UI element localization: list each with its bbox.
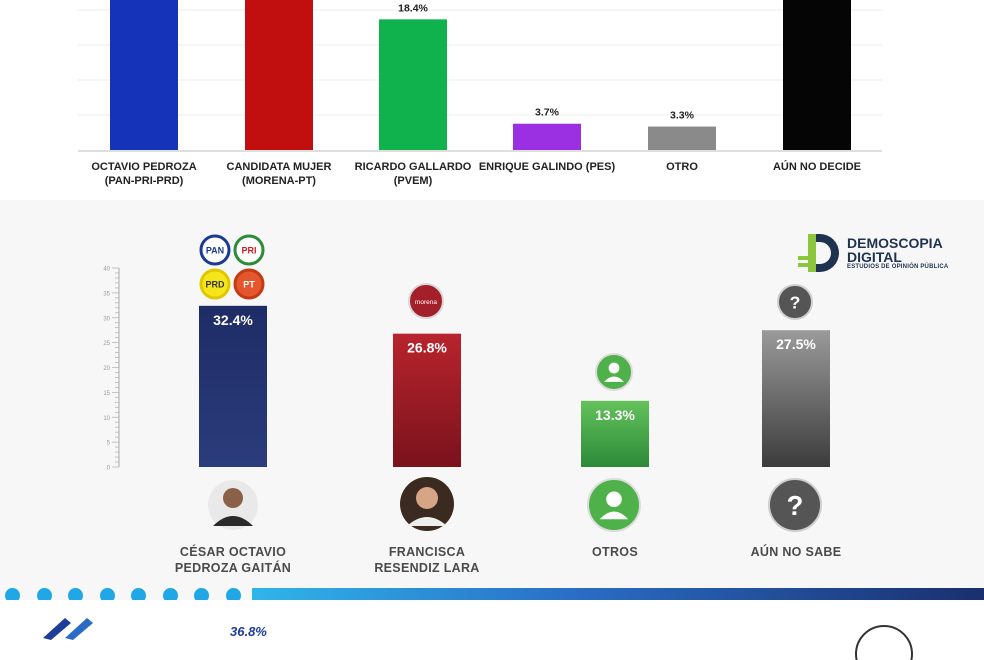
question-icon — [777, 284, 813, 320]
bar-value-label: 18.4% — [398, 2, 428, 14]
candidate-label: CÉSAR OCTAVIO PEDROZA GAITÁN — [174, 545, 292, 575]
y-tick-label: 40 — [103, 267, 110, 273]
decorative-dot — [99, 588, 115, 603]
bar — [379, 19, 447, 150]
bar-value-label: 3.7% — [535, 107, 560, 119]
decorative-dot — [68, 588, 83, 603]
logo-name-line2: DIGITAL — [847, 249, 902, 265]
bar — [513, 123, 581, 150]
circle-outline-icon — [855, 625, 913, 660]
logo-name-line1: DEMOSCOPIA — [847, 235, 943, 251]
photo-top — [407, 517, 447, 526]
candidate-label: AÚN NO SABE — [750, 545, 842, 559]
bar — [245, 0, 313, 150]
y-tick-label: 15 — [103, 391, 110, 397]
decorative-dot — [225, 588, 241, 603]
decorative-dot — [131, 588, 146, 603]
chevron-logo-icon — [43, 618, 93, 640]
category-label: RICARDO GALLARDO (PVEM) — [354, 161, 472, 187]
logo-tagline: ESTUDIOS DE OPINIÓN PÚBLICA — [847, 264, 949, 270]
demoscopia-logo-icon — [798, 234, 839, 272]
person-head — [606, 491, 622, 508]
person-head — [608, 362, 620, 374]
y-tick-label: 5 — [107, 441, 111, 447]
y-tick-label: 30 — [103, 316, 110, 322]
category-label: ENRIQUE GALINDO (PES) — [478, 161, 616, 173]
party-logo-text: PRD — [205, 280, 225, 290]
question-icon — [768, 478, 822, 532]
question-mark: ? — [787, 490, 804, 521]
party-logo-text: morena — [415, 299, 437, 306]
photo-face — [223, 488, 243, 508]
bar — [783, 0, 851, 150]
party-logo-icon — [199, 234, 231, 266]
y-tick-label: 25 — [103, 341, 110, 347]
party-logo-icon — [233, 268, 265, 300]
decorative-dot — [36, 588, 52, 603]
candidate-label: FRANCISCA RESENDIZ LARA — [374, 545, 480, 575]
bar-value-label: 26.8% — [407, 340, 447, 356]
question-mark: ? — [790, 292, 801, 312]
main-bar-chart: 0 5 10 15 20 25 30 35 40 32.4% 26.8% 13.3% 27.5% PAN P… — [103, 234, 830, 532]
category-label: CANDIDATA MUJER (MORENA-PT) — [226, 161, 332, 187]
person-body — [604, 376, 624, 382]
y-tick-label: 20 — [103, 366, 110, 372]
category-label: AÚN NO DECIDE — [772, 161, 861, 173]
y-tick-label: 0 — [107, 466, 111, 472]
party-logo-icon — [199, 268, 231, 300]
top-bar-chart: 18.4% 3.7% 3.3% — [78, 0, 882, 152]
decorative-dot — [194, 588, 209, 603]
category-label: OCTAVIO PEDROZA (PAN-PRI-PRD) — [91, 161, 197, 187]
bar — [648, 126, 716, 150]
morena-logo-icon — [408, 283, 444, 319]
party-logo-text: PAN — [206, 246, 224, 256]
bottom-percentage: 36.8% — [230, 624, 267, 639]
party-logo-icon — [233, 234, 265, 266]
candidate-label: OTROS — [592, 545, 638, 559]
bar — [581, 400, 649, 467]
party-logo-text: PRI — [241, 246, 256, 256]
person-body — [599, 511, 629, 520]
bar — [199, 305, 267, 467]
y-tick-label: 10 — [103, 416, 110, 422]
bar-value-label: 27.5% — [776, 336, 816, 352]
decorative-dot — [5, 588, 20, 603]
bar — [393, 333, 461, 467]
bar — [762, 330, 830, 467]
y-tick-label: 35 — [103, 291, 110, 297]
photo-suit — [213, 516, 253, 526]
bottom-strip — [0, 600, 984, 660]
divider-band-bottom — [252, 588, 984, 603]
photo-face — [416, 487, 438, 509]
decorative-dot — [162, 588, 178, 603]
bar-value-label: 13.3% — [595, 407, 635, 423]
bar-value-label: 3.3% — [670, 110, 695, 122]
party-logo-text: PT — [243, 280, 255, 290]
bar-value-label: 32.4% — [213, 312, 253, 328]
category-label: OTRO — [666, 161, 698, 173]
bar — [110, 0, 178, 150]
